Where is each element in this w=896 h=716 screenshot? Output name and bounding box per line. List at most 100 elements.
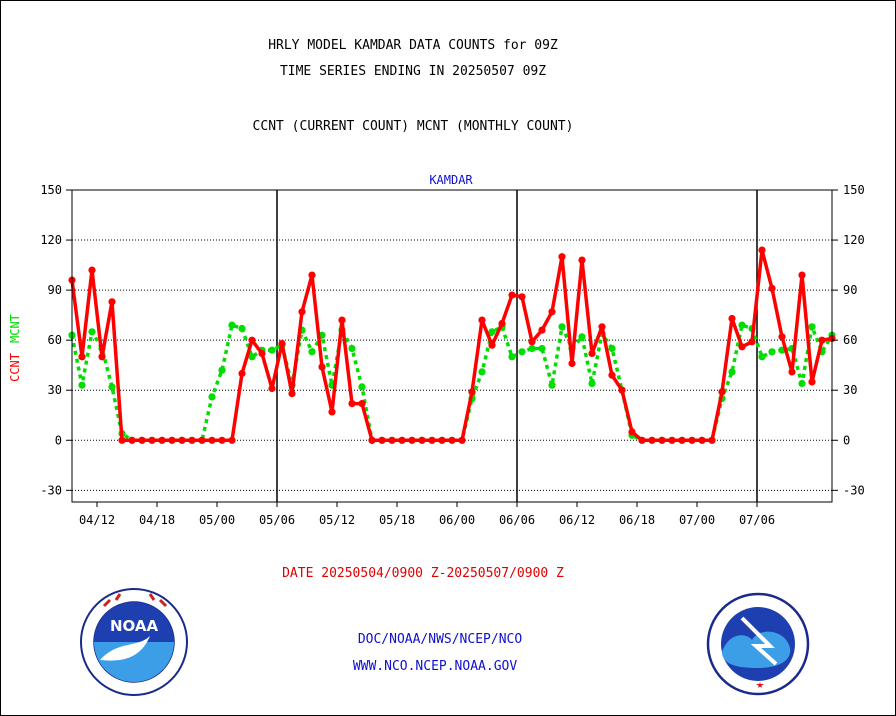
data-point-ccnt — [368, 436, 376, 444]
data-point-mcnt — [238, 324, 246, 333]
data-point-ccnt — [168, 436, 176, 444]
plot-title: KAMDAR — [429, 173, 473, 187]
chart-title-line2: TIME SERIES ENDING IN 20250507 09Z — [279, 64, 547, 79]
svg-text:CCNTMCNT: CCNT MCNT — [8, 314, 22, 382]
data-point-ccnt — [98, 353, 106, 361]
data-point-ccnt — [708, 436, 716, 444]
data-point-ccnt — [638, 436, 646, 444]
data-point-mcnt — [268, 346, 276, 354]
data-point-mcnt — [798, 379, 806, 388]
data-point-ccnt — [328, 408, 336, 416]
data-point-ccnt — [428, 436, 436, 444]
x-tick-label: 05/00 — [199, 513, 235, 527]
x-tick-label: 05/18 — [379, 513, 415, 527]
data-point-ccnt — [258, 349, 266, 358]
y-tick-label-left: 150 — [40, 183, 62, 197]
data-point-ccnt — [528, 338, 536, 346]
data-point-ccnt — [138, 436, 146, 444]
data-point-mcnt — [578, 333, 586, 341]
data-point-ccnt — [308, 271, 316, 279]
series-line-ccnt — [70, 248, 833, 443]
data-point-mcnt — [88, 328, 96, 336]
data-point-ccnt — [318, 363, 326, 371]
data-point-ccnt — [618, 386, 626, 394]
org-line: DOC/NOAA/NWS/NCEP/NCO — [357, 632, 523, 647]
plot-area — [71, 189, 833, 503]
data-point-mcnt — [108, 383, 116, 391]
x-tick-label: 05/12 — [319, 513, 355, 527]
data-point-mcnt — [308, 348, 316, 356]
data-point-ccnt — [118, 436, 126, 444]
data-point-ccnt — [458, 436, 466, 444]
y-axis-label-mcnt: MCNT — [8, 314, 22, 343]
data-point-ccnt — [668, 436, 676, 444]
data-point-ccnt — [408, 436, 416, 444]
y-tick-label-left: 30 — [48, 383, 62, 397]
y-tick-label-right: 90 — [843, 283, 857, 297]
noaa-logo: NOAA — [80, 588, 188, 696]
x-tick-label: 06/06 — [499, 513, 535, 527]
data-point-ccnt — [348, 400, 356, 408]
data-point-mcnt — [808, 323, 816, 331]
data-point-ccnt — [448, 436, 456, 444]
data-point-ccnt — [208, 436, 216, 444]
data-point-ccnt — [388, 436, 396, 444]
data-point-ccnt — [218, 436, 226, 444]
data-point-ccnt — [198, 436, 206, 444]
data-point-ccnt — [418, 436, 426, 444]
data-point-ccnt — [808, 378, 816, 386]
data-point-ccnt — [128, 436, 136, 444]
x-tick-label: 06/18 — [619, 513, 655, 527]
y-tick-label-left: 120 — [40, 233, 62, 247]
data-point-ccnt — [798, 271, 806, 279]
data-point-mcnt — [738, 321, 746, 329]
data-point-mcnt — [478, 368, 486, 376]
y-tick-label-left: 90 — [48, 283, 62, 297]
data-point-ccnt — [538, 326, 546, 334]
y-axis-ticks: -30 -30 0 0 30 30 60 60 90 90 120 120 150 150 — [40, 183, 864, 497]
y-tick-label-left: 60 — [48, 333, 62, 347]
y-tick-label-left: 0 — [55, 433, 62, 447]
y-tick-label-right: 120 — [843, 233, 865, 247]
data-point-ccnt — [548, 308, 556, 316]
series-ccnt — [68, 246, 836, 444]
data-point-ccnt — [488, 341, 496, 349]
data-point-mcnt — [348, 344, 356, 353]
data-point-ccnt — [268, 384, 276, 393]
data-point-mcnt — [538, 344, 546, 353]
data-point-mcnt — [228, 321, 236, 329]
data-point-ccnt — [148, 436, 156, 444]
grid — [72, 239, 832, 491]
data-point-ccnt — [558, 253, 566, 261]
data-point-ccnt — [228, 436, 236, 444]
data-point-ccnt — [108, 298, 116, 306]
y-axis-label: CCNT MCNT — [8, 314, 22, 382]
data-point-mcnt — [78, 381, 86, 389]
x-axis-ticks: 04/12 04/18 05/00 05/06 05/12 05/18 06/00 06/06… — [79, 502, 775, 527]
data-point-ccnt — [478, 316, 486, 324]
y-tick-label-left: -30 — [40, 483, 62, 497]
data-point-mcnt — [248, 353, 256, 361]
data-point-ccnt — [158, 436, 166, 444]
data-point-mcnt — [208, 393, 216, 401]
series-line-mcnt — [70, 323, 834, 443]
data-point-ccnt — [628, 428, 636, 436]
data-point-mcnt — [358, 383, 366, 391]
nws-logo — [706, 592, 810, 696]
data-point-mcnt — [558, 323, 566, 331]
data-point-ccnt — [358, 400, 366, 408]
data-point-ccnt — [778, 333, 786, 341]
y-tick-label-right: 150 — [843, 183, 865, 197]
data-point-mcnt — [588, 379, 596, 388]
data-point-ccnt — [338, 316, 346, 324]
data-point-mcnt — [508, 353, 516, 361]
data-point-mcnt — [728, 368, 736, 376]
data-point-ccnt — [578, 256, 586, 264]
data-point-mcnt — [528, 344, 536, 353]
data-point-ccnt — [608, 371, 616, 379]
data-point-ccnt — [728, 314, 736, 323]
x-tick-label: 06/12 — [559, 513, 595, 527]
data-point-ccnt — [698, 436, 706, 444]
data-point-mcnt — [758, 353, 766, 361]
